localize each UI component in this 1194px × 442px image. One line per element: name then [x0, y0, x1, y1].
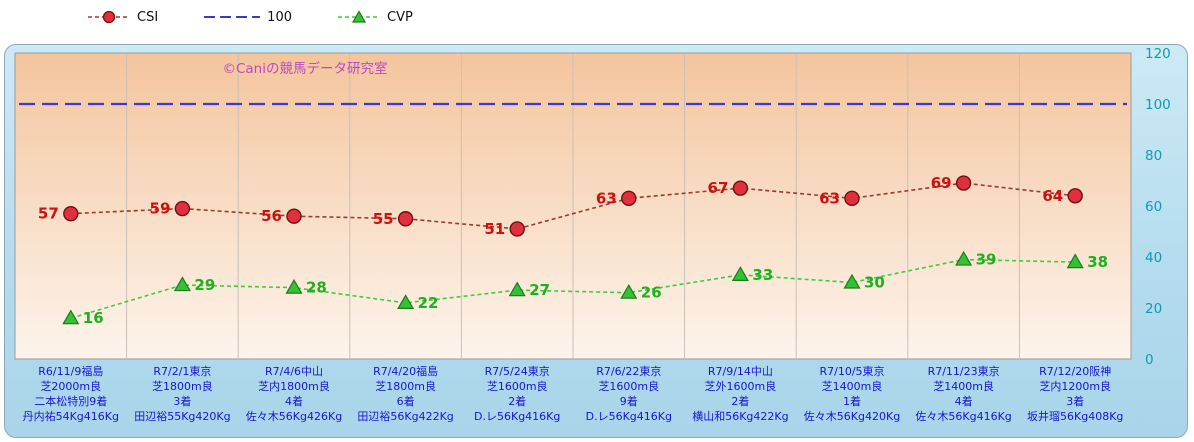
svg-text:63: 63	[596, 189, 617, 207]
svg-text:55: 55	[373, 210, 394, 228]
legend-label-cvp: CVP	[387, 9, 413, 25]
svg-text:28: 28	[306, 279, 327, 297]
svg-text:60: 60	[1145, 199, 1162, 215]
svg-text:59: 59	[150, 200, 171, 218]
svg-text:38: 38	[1087, 253, 1108, 271]
csi-series-swatch-icon	[88, 10, 130, 24]
svg-text:16: 16	[83, 309, 104, 327]
svg-text:40: 40	[1145, 250, 1162, 266]
line-chart: ©Caniの競馬データ研究室 57 59 56 55 51 63 67 63 69 64 16 29 28…	[14, 46, 1171, 423]
svg-text:29: 29	[194, 276, 215, 294]
svg-text:56: 56	[261, 207, 282, 225]
svg-text:64: 64	[1042, 187, 1063, 205]
chart-legend: CSI 100 CVP	[86, 5, 413, 29]
svg-text:0: 0	[1145, 352, 1154, 368]
svg-text:63: 63	[819, 189, 840, 207]
cvp-series-swatch-icon	[338, 10, 380, 23]
svg-text:R6/11/9福島芝2000m良二本松特別9着丹内祐54Kg: R6/11/9福島芝2000m良二本松特別9着丹内祐54Kg416Kg	[23, 364, 119, 423]
svg-text:20: 20	[1145, 301, 1162, 317]
legend-item-cvp: CVP	[336, 9, 413, 25]
svg-text:69: 69	[931, 174, 952, 192]
svg-text:57: 57	[38, 205, 59, 223]
svg-text:30: 30	[864, 274, 885, 292]
legend-label-csi: CSI	[137, 9, 159, 25]
svg-text:33: 33	[752, 266, 773, 284]
legend-item-csi: CSI	[86, 9, 158, 25]
svg-text:67: 67	[708, 179, 729, 197]
svg-text:39: 39	[976, 251, 997, 269]
legend-item-100: 100	[202, 9, 292, 25]
svg-text:26: 26	[641, 284, 662, 302]
legend-label-100: 100	[267, 9, 292, 25]
svg-text:80: 80	[1145, 148, 1162, 164]
svg-text:51: 51	[484, 220, 505, 238]
svg-text:120: 120	[1145, 46, 1171, 62]
svg-text:22: 22	[418, 294, 439, 312]
svg-text:©Caniの競馬データ研究室: ©Caniの競馬データ研究室	[222, 60, 387, 77]
svg-text:27: 27	[529, 281, 550, 299]
svg-text:100: 100	[1145, 97, 1171, 113]
chart-panel: ©Caniの競馬データ研究室 57 59 56 55 51 63 67 63 69 64 16 29 28…	[4, 44, 1188, 438]
ref-line-swatch-icon	[204, 16, 261, 18]
